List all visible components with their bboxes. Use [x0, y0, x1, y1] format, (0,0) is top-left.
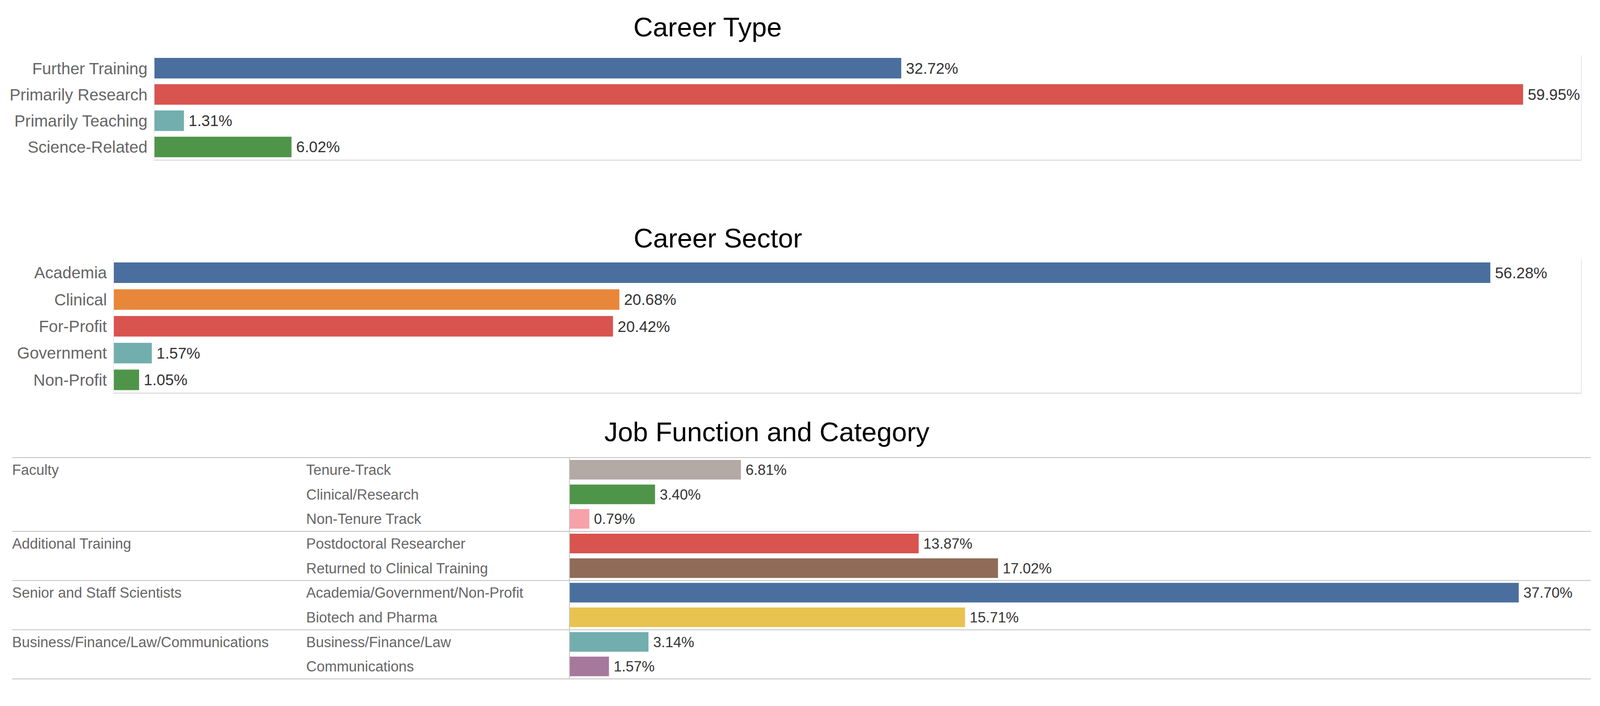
svg-text:Non-Tenure Track: Non-Tenure Track: [306, 510, 422, 527]
svg-text:Business/Finance/Law/Communica: Business/Finance/Law/Communications: [12, 633, 269, 651]
svg-text:Tenure-Track: Tenure-Track: [306, 461, 392, 478]
svg-text:3.14%: 3.14%: [652, 633, 695, 651]
svg-text:59.95%: 59.95%: [1527, 85, 1580, 104]
svg-text:Communications: Communications: [306, 658, 415, 675]
svg-text:Faculty: Faculty: [12, 461, 59, 478]
svg-text:56.28%: 56.28%: [1494, 264, 1548, 282]
svg-text:Senior and Staff Scientists: Senior and Staff Scientists: [12, 584, 182, 601]
svg-text:15.71%: 15.71%: [969, 609, 1019, 626]
svg-text:17.02%: 17.02%: [1002, 560, 1052, 577]
svg-text:Further Training: Further Training: [32, 59, 148, 78]
svg-text:1.57%: 1.57%: [613, 658, 655, 675]
html-text:Job Function and Category: Job Function and Category: [604, 416, 930, 447]
svg-text:20.42%: 20.42%: [617, 317, 670, 336]
svg-text:1.05%: 1.05%: [143, 371, 188, 389]
svg-text:Clinical/Research: Clinical/Research: [306, 486, 419, 503]
svg-text:Academia: Academia: [34, 263, 107, 282]
svg-text:For-Profit: For-Profit: [38, 316, 107, 336]
svg-text:Clinical: Clinical: [54, 290, 107, 309]
html-text:Career Type: Career Type: [633, 11, 782, 43]
svg-text:37.70%: 37.70%: [1523, 584, 1573, 601]
svg-text:Science-Related: Science-Related: [27, 137, 148, 156]
svg-text:Business/Finance/Law: Business/Finance/Law: [306, 633, 452, 651]
html-text:Career Sector: Career Sector: [633, 222, 803, 253]
svg-text:Postdoctoral Researcher: Postdoctoral Researcher: [306, 535, 466, 552]
svg-text:Government: Government: [16, 343, 107, 362]
svg-text:20.68%: 20.68%: [624, 290, 677, 309]
svg-text:Returned to Clinical Training: Returned to Clinical Training: [306, 560, 488, 577]
svg-text:Primarily Research: Primarily Research: [9, 85, 148, 104]
svg-text:6.02%: 6.02%: [296, 138, 341, 156]
svg-text:32.72%: 32.72%: [905, 59, 959, 78]
svg-text:Academia/Government/Non-Profit: Academia/Government/Non-Profit: [306, 584, 524, 601]
svg-text:0.79%: 0.79%: [594, 510, 636, 527]
svg-text:1.57%: 1.57%: [156, 344, 201, 362]
svg-text:Non-Profit: Non-Profit: [33, 370, 107, 389]
svg-text:6.81%: 6.81%: [745, 461, 787, 478]
svg-text:Additional Training: Additional Training: [12, 535, 132, 552]
svg-text:Primarily Teaching: Primarily Teaching: [14, 111, 148, 130]
svg-text:Biotech and Pharma: Biotech and Pharma: [306, 609, 438, 626]
svg-text:13.87%: 13.87%: [923, 535, 973, 552]
svg-text:1.31%: 1.31%: [188, 112, 233, 130]
svg-text:3.40%: 3.40%: [659, 486, 701, 503]
